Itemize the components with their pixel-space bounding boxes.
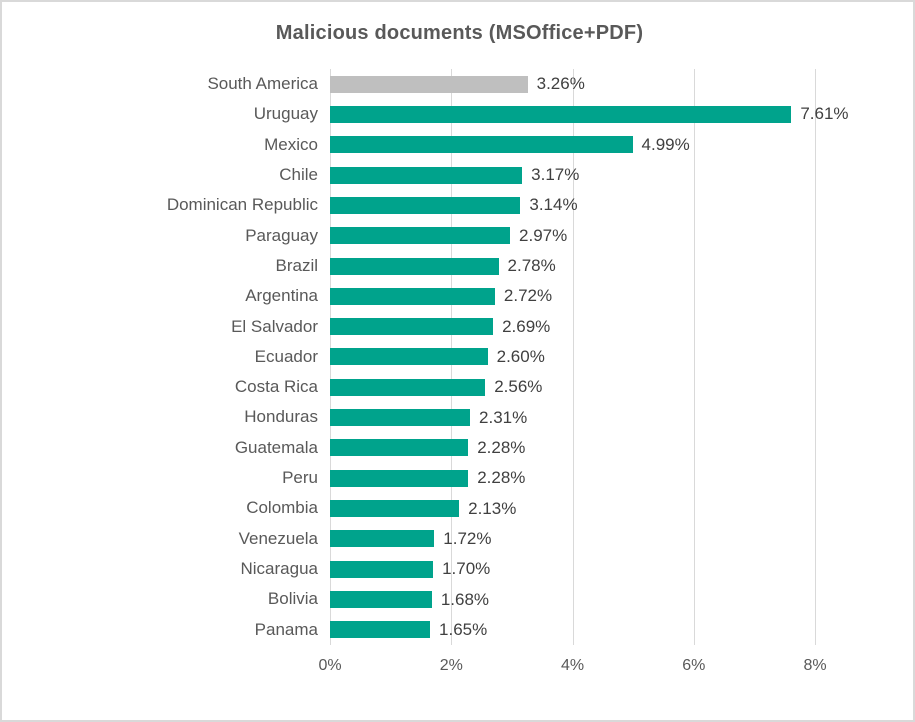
bar-row: 2.28% (330, 463, 815, 493)
value-label: 2.56% (494, 377, 543, 397)
chart-title: Malicious documents (MSOffice+PDF) (275, 22, 644, 44)
category-label-colombia: Colombia (246, 498, 318, 518)
x-tick-6%: 6% (682, 657, 706, 674)
bar-mexico (330, 136, 633, 154)
category-label-chile: Chile (279, 164, 318, 184)
gridline-8% (815, 69, 816, 645)
bar-row: 2.60% (330, 342, 815, 372)
bar-venezuela (330, 530, 435, 548)
bar-el-salvador (330, 318, 494, 336)
bar-row: 2.72% (330, 281, 815, 311)
x-tick-8%: 8% (803, 657, 827, 674)
bar-row: 2.13% (330, 493, 815, 523)
x-axis: 0% 2% 4% 6% 8% (318, 657, 826, 687)
category-label-ecuador: Ecuador (254, 346, 318, 366)
category-label-guatemala: Guatemala (234, 437, 318, 457)
bar-nicaragua (330, 560, 434, 578)
gridline-6% (693, 69, 695, 645)
category-label-el-salvador: El Salvador (231, 316, 318, 336)
bar-row: 3.17% (330, 160, 815, 190)
value-label: 2.69% (502, 316, 551, 336)
category-label-honduras: Honduras (244, 407, 318, 427)
plot-area: 3.26% 7.61% 4.99% 3.17% 3.14% 2.97% 2.78% 2.72%… (330, 69, 849, 645)
bar-row: 7.61% (330, 99, 849, 129)
x-tick-4%: 4% (560, 657, 585, 674)
bar-row: 2.69% (330, 312, 815, 342)
value-label: 2.13% (468, 498, 517, 518)
category-label-argentina: Argentina (245, 286, 318, 306)
category-label-panama: Panama (254, 619, 318, 639)
bar-south-america (330, 75, 528, 93)
value-label: 1.72% (443, 528, 492, 548)
bar-paraguay (330, 227, 511, 245)
value-label: 3.26% (536, 74, 585, 94)
value-label: 3.14% (529, 195, 578, 215)
value-label: 2.60% (496, 346, 545, 366)
category-label-south-america: South America (207, 74, 318, 93)
bar-row: 2.28% (330, 433, 815, 463)
value-label: 1.68% (440, 589, 490, 609)
x-tick-0%: 0% (318, 657, 342, 674)
bar-row: 4.99% (330, 130, 815, 160)
bar-row: 2.56% (330, 372, 815, 402)
bar-row: 1.65% (330, 615, 815, 645)
gridline-4% (572, 69, 574, 645)
bar-panama (330, 621, 431, 639)
bar-row: 1.72% (330, 524, 815, 554)
category-label-paraguay: Paraguay (245, 225, 318, 245)
category-label-uruguay: Uruguay (253, 104, 318, 124)
value-label: 3.17% (531, 165, 580, 185)
bar-row: 1.68% (330, 584, 815, 614)
category-label-venezuela: Venezuela (238, 528, 318, 548)
bar-chile (330, 166, 523, 184)
value-label: 2.72% (503, 286, 553, 306)
bar-colombia (330, 500, 460, 518)
category-label-peru: Peru (282, 468, 318, 488)
value-label: 2.28% (477, 437, 526, 457)
bar-row: 3.14% (330, 190, 815, 220)
value-label: 1.70% (442, 559, 491, 579)
value-label: 1.65% (439, 619, 488, 639)
bar-row: 2.97% (330, 221, 815, 251)
category-label-dominican-republic: Dominican Republic (166, 195, 318, 215)
bar-honduras (330, 409, 471, 427)
value-label: 2.31% (479, 407, 528, 427)
bar-row: 3.26% (330, 69, 815, 99)
bar-brazil (330, 257, 499, 275)
bar-dominican-republic (330, 196, 521, 214)
bar-uruguay (330, 105, 792, 123)
value-label: 7.61% (800, 104, 849, 124)
value-label: 2.97% (519, 225, 568, 245)
bar-row: 2.31% (330, 402, 815, 432)
category-label-costa-rica: Costa Rica (234, 377, 318, 397)
bar-row: 1.70% (330, 554, 815, 584)
bar-ecuador (330, 348, 488, 366)
bar-costa-rica (330, 378, 486, 396)
bar-guatemala (330, 439, 469, 457)
category-label-brazil: Brazil (275, 255, 318, 275)
bar-row: 2.78% (330, 251, 815, 281)
bar-argentina (330, 287, 495, 305)
category-label-nicaragua: Nicaragua (240, 559, 319, 579)
bar-bolivia (330, 591, 432, 609)
bar-peru (330, 469, 469, 487)
value-label: 2.28% (477, 468, 526, 488)
category-label-bolivia: Bolivia (267, 589, 318, 609)
x-tick-2%: 2% (439, 657, 463, 674)
value-label: 4.99% (641, 134, 690, 154)
category-label-mexico: Mexico (264, 134, 318, 154)
value-label: 2.78% (507, 256, 556, 276)
